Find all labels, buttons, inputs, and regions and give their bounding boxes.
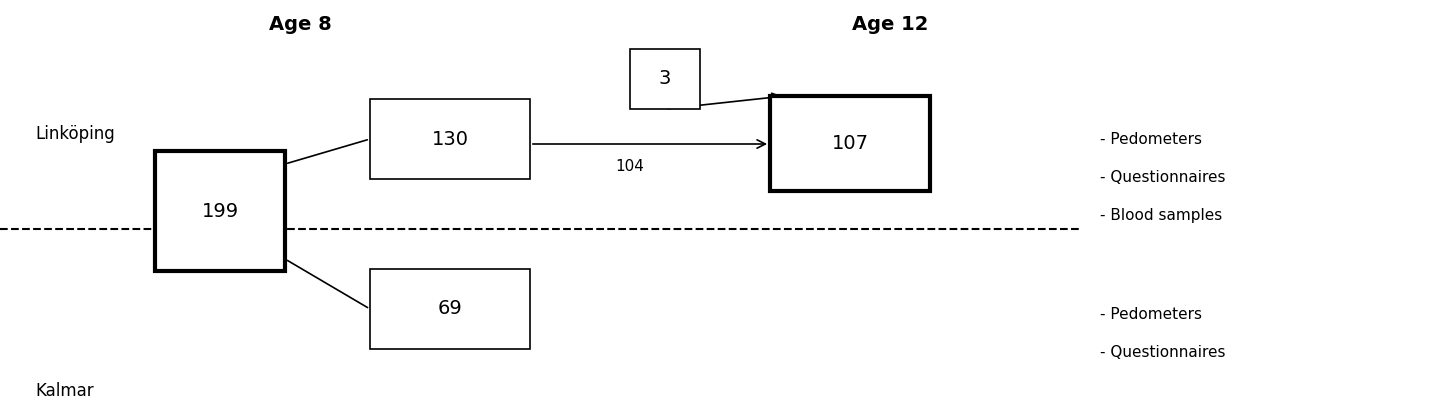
Text: - Questionnaires: - Questionnaires: [1100, 344, 1226, 360]
Text: 199: 199: [202, 202, 239, 220]
Bar: [155, 151, 285, 271]
Bar: [369, 99, 530, 179]
Bar: [770, 96, 929, 191]
Text: - Questionnaires: - Questionnaires: [1100, 170, 1226, 184]
Text: Linköping: Linköping: [34, 125, 115, 143]
Text: 130: 130: [431, 129, 468, 148]
Bar: [630, 49, 700, 109]
Text: 107: 107: [832, 134, 868, 153]
Text: 104: 104: [616, 159, 644, 174]
Text: Age 12: Age 12: [852, 15, 928, 34]
Text: Age 8: Age 8: [269, 15, 331, 34]
Text: 69: 69: [438, 300, 463, 318]
Text: - Blood samples: - Blood samples: [1100, 207, 1223, 222]
Bar: [369, 269, 530, 349]
Text: Kalmar: Kalmar: [34, 382, 93, 400]
Text: - Pedometers: - Pedometers: [1100, 132, 1201, 147]
Text: - Pedometers: - Pedometers: [1100, 307, 1201, 321]
Text: 3: 3: [659, 70, 672, 88]
